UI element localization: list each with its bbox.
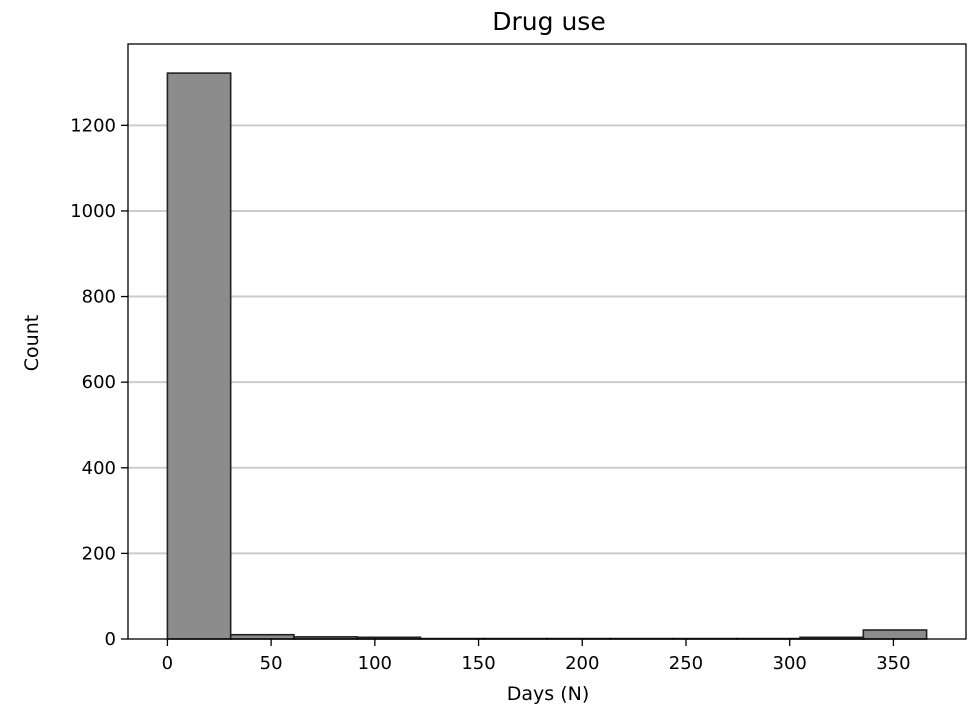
y-axis-label: Count (21, 315, 43, 371)
x-axis-label: Days (N) (507, 683, 590, 705)
x-tick-label: 100 (358, 653, 392, 674)
x-tick-label: 350 (876, 653, 910, 674)
y-axis-ticks: 0 200 400 600 800 1000 1200 (70, 115, 128, 650)
histogram-bar (166, 72, 232, 640)
y-tick-label: 0 (105, 629, 116, 650)
y-tick-label: 1200 (70, 115, 116, 136)
x-tick-label: 0 (162, 653, 173, 674)
y-tick-label: 800 (82, 287, 116, 308)
y-tick-label: 600 (82, 372, 116, 393)
x-tick-label: 300 (773, 653, 807, 674)
x-tick-label: 50 (260, 653, 283, 674)
histogram-bar (862, 629, 928, 640)
y-tick-label: 400 (82, 458, 116, 479)
x-tick-label: 200 (565, 653, 599, 674)
y-tick-label: 200 (82, 543, 116, 564)
x-axis-ticks: 0 50 100 150 200 250 300 350 (162, 639, 911, 674)
plot-frame (127, 43, 967, 640)
x-tick-label: 150 (461, 653, 495, 674)
chart-title: Drug use (492, 7, 605, 36)
x-tick-label: 250 (669, 653, 703, 674)
grid-lines (128, 124, 966, 555)
y-tick-label: 1000 (70, 201, 116, 222)
